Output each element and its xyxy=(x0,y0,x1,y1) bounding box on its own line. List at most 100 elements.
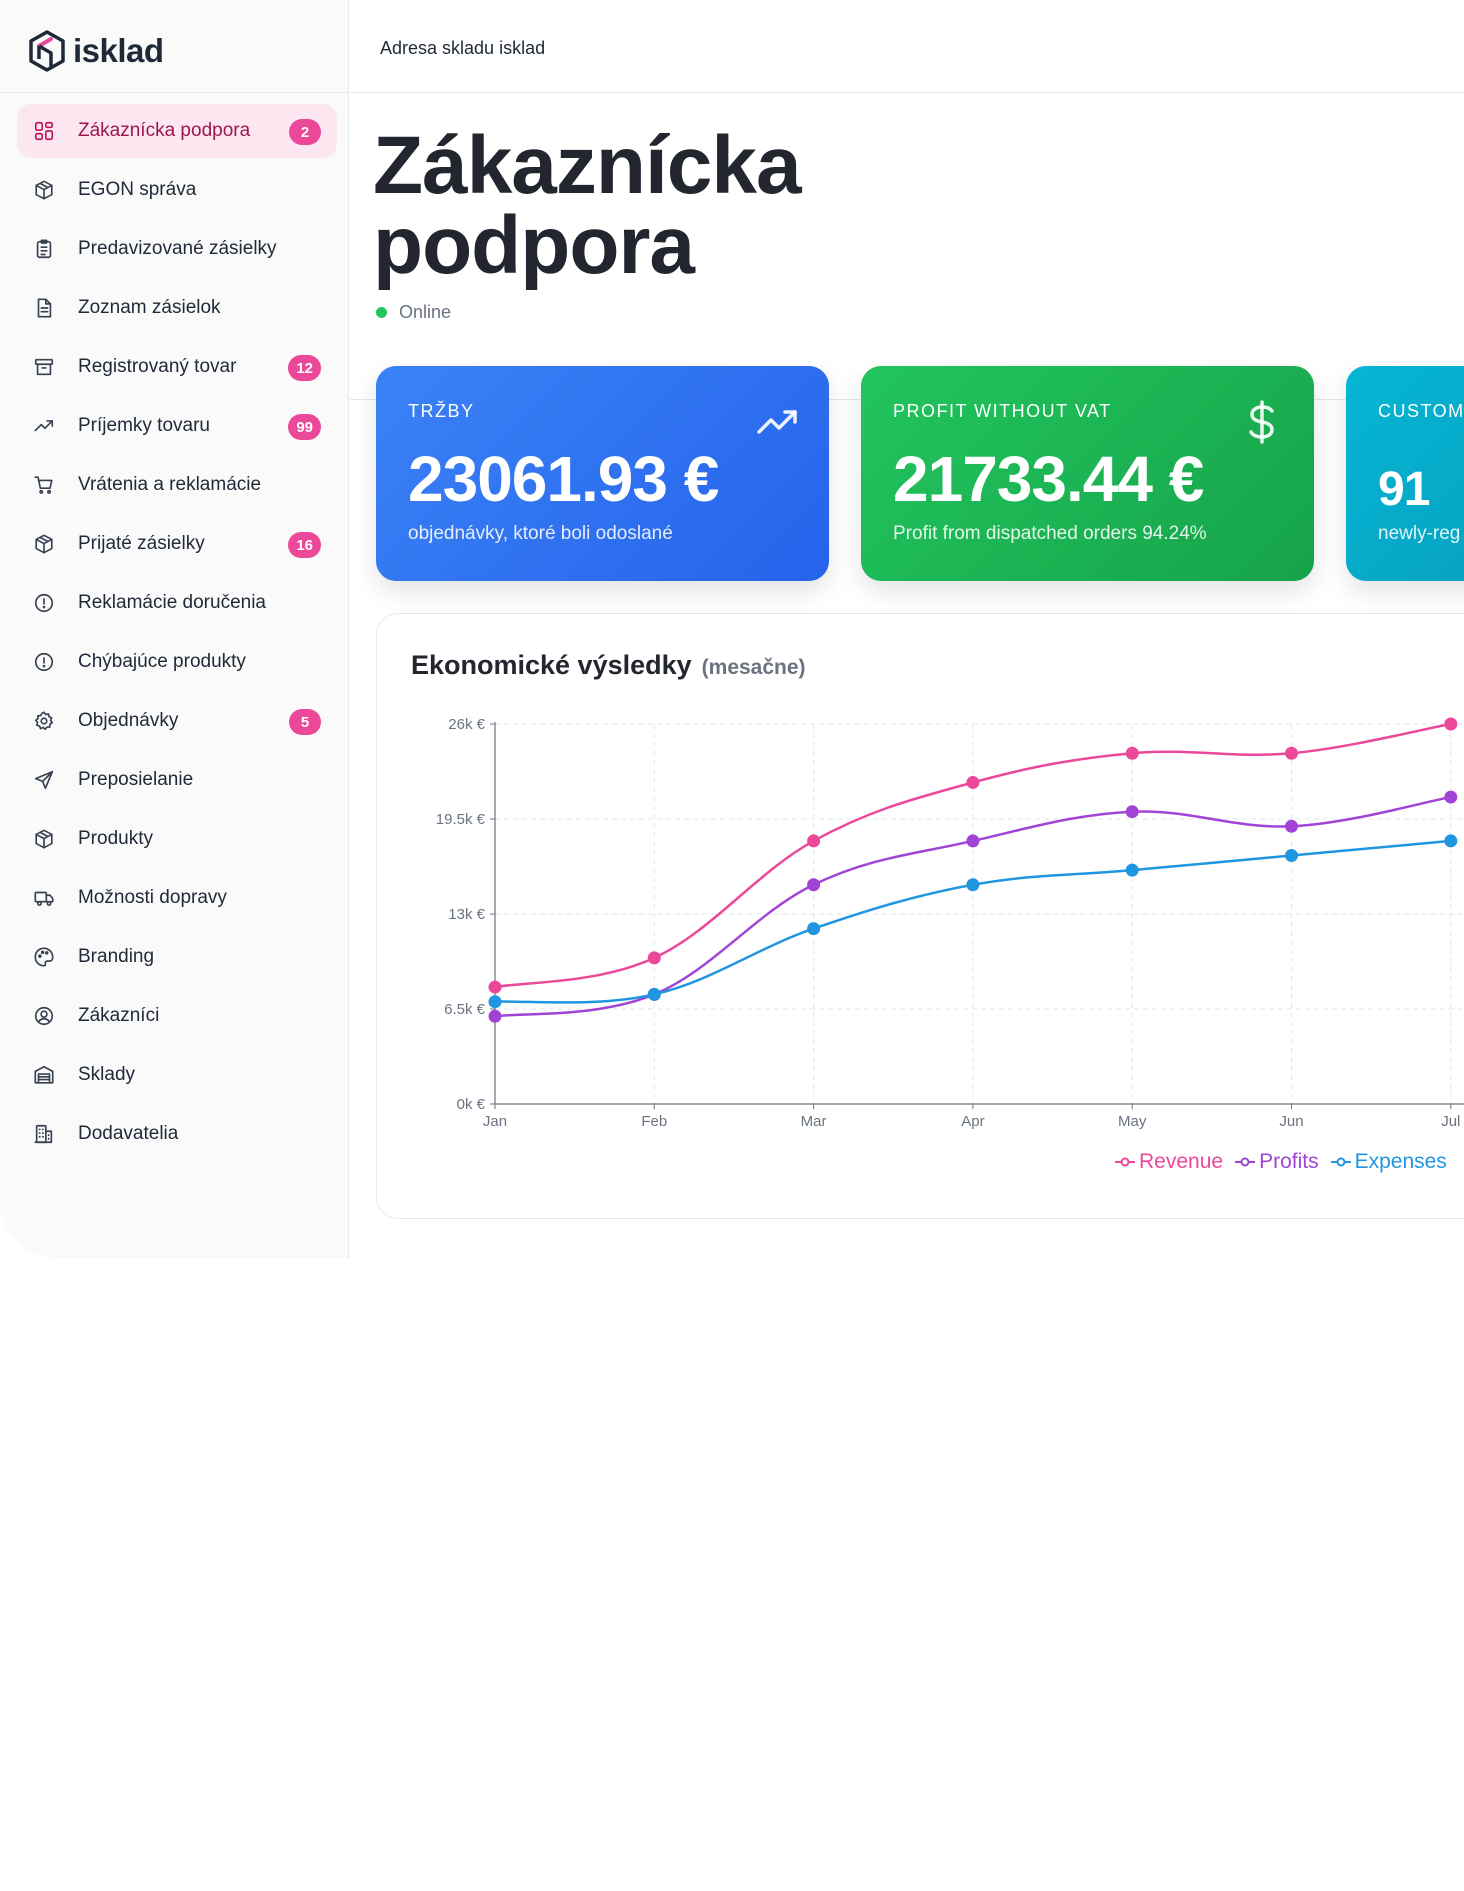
gear-icon xyxy=(32,709,56,733)
stat-card-value: 23061.93 € xyxy=(408,443,719,515)
chart-title-main: Ekonomické výsledky xyxy=(411,650,692,680)
sidebar-item-registrovany-tovar[interactable]: Registrovaný tovar 12 xyxy=(17,340,337,394)
topbar: Adresa skladu isklad xyxy=(350,0,1464,93)
sidebar-item-label: Preposielanie xyxy=(78,769,194,790)
sidebar-item-preposielanie[interactable]: Preposielanie xyxy=(17,753,337,807)
legend-marker-icon xyxy=(1235,1157,1256,1167)
sidebar-item-prijemky-tovaru[interactable]: Príjemky tovaru 99 xyxy=(17,399,337,453)
status-dot xyxy=(376,307,387,318)
data-point-profits xyxy=(1444,790,1458,804)
data-point-expenses xyxy=(1125,863,1139,877)
stat-card-customers[interactable]: CUSTOM 91 newly-reg xyxy=(1346,366,1464,581)
sidebar-item-egon-sprava[interactable]: EGON správa xyxy=(17,163,337,217)
sidebar-item-produkty[interactable]: Produkty xyxy=(17,812,337,866)
dashboard-grid-icon xyxy=(32,119,56,143)
sidebar-item-label: Objednávky xyxy=(78,710,179,731)
stat-card-revenue[interactable]: TRŽBY 23061.93 € objednávky, ktoré boli … xyxy=(376,366,829,581)
x-tick-label: Feb xyxy=(641,1113,667,1130)
sidebar-item-dodavatelia[interactable]: Dodavatelia xyxy=(17,1107,337,1161)
count-badge: 5 xyxy=(289,709,321,735)
send-icon xyxy=(32,768,56,792)
truck-icon xyxy=(32,886,56,910)
y-tick-label: 19.5k € xyxy=(436,811,486,828)
logo[interactable]: isklad xyxy=(27,28,164,74)
sidebar-item-label: Produkty xyxy=(78,828,153,849)
sidebar-item-moznosti-dopravy[interactable]: Možnosti dopravy xyxy=(17,871,337,925)
x-tick-label: Apr xyxy=(961,1113,984,1130)
sidebar-item-label: Predavizované zásielky xyxy=(78,238,277,259)
trending-up-icon xyxy=(32,414,56,438)
legend-item-profits[interactable]: Profits xyxy=(1235,1150,1319,1174)
box-icon xyxy=(32,827,56,851)
data-point-revenue xyxy=(1444,717,1458,731)
data-point-profits xyxy=(807,878,821,892)
legend-label: Profits xyxy=(1259,1150,1319,1173)
data-point-revenue xyxy=(1125,746,1139,760)
warehouse-icon xyxy=(32,1063,56,1087)
data-point-profits xyxy=(1125,805,1139,819)
y-tick-label: 13k € xyxy=(448,906,485,923)
sidebar-item-label: Chýbajúce produkty xyxy=(78,651,246,672)
trending-up-icon xyxy=(757,410,797,434)
sidebar-divider xyxy=(0,92,349,93)
sidebar-item-label: Zoznam zásielok xyxy=(78,297,221,318)
count-badge: 12 xyxy=(288,355,321,381)
x-tick-label: Jun xyxy=(1279,1113,1303,1130)
dollar-icon xyxy=(1249,400,1274,444)
count-badge: 99 xyxy=(288,414,321,440)
sidebar-item-reklamacie-dorucenia[interactable]: Reklamácie doručenia xyxy=(17,576,337,630)
document-icon xyxy=(32,296,56,320)
sidebar-item-label: Možnosti dopravy xyxy=(78,887,227,908)
stat-card-value: 91 xyxy=(1378,463,1430,516)
y-tick-label: 6.5k € xyxy=(444,1001,486,1018)
box-icon xyxy=(32,178,56,202)
data-point-revenue xyxy=(807,834,821,848)
sidebar-item-chybajuce-produkty[interactable]: Chýbajúce produkty xyxy=(17,635,337,689)
page-title: Zákaznícka podpora xyxy=(373,120,802,291)
line-chart: 0k € 6.5k € 13k € 19.5k € 26k € Jan Feb Mar Apr M… xyxy=(436,716,1464,1130)
chart-title: Ekonomické výsledky (mesačne) xyxy=(411,650,806,681)
chart-legend: Revenue Profits Expenses xyxy=(1115,1150,1447,1174)
archive-icon xyxy=(32,355,56,379)
data-point-expenses xyxy=(1285,849,1298,863)
chart-title-subtitle: (mesačne) xyxy=(701,656,806,679)
sidebar-nav: Zákaznícka podpora 2 EGON správa Predavizov… xyxy=(17,104,337,1166)
status-indicator: Online xyxy=(376,302,451,323)
data-point-revenue xyxy=(647,951,661,965)
legend-marker-icon xyxy=(1330,1157,1351,1167)
sidebar-item-branding[interactable]: Branding xyxy=(17,930,337,984)
sidebar-item-prijate-zasielky[interactable]: Prijaté zásielky 16 xyxy=(17,517,337,571)
data-point-expenses xyxy=(807,922,821,936)
sidebar-item-predavizovane-zasielky[interactable]: Predavizované zásielky xyxy=(17,222,337,276)
sidebar-item-label: Branding xyxy=(78,946,155,967)
sidebar-item-label: Zákazníci xyxy=(78,1005,160,1026)
sidebar-item-vratenia-a-reklamacie[interactable]: Vrátenia a reklamácie xyxy=(17,458,337,512)
data-point-expenses xyxy=(647,987,661,1001)
warehouse-address[interactable]: Adresa skladu isklad xyxy=(380,38,546,58)
shopping-cart-icon xyxy=(32,473,56,497)
sidebar-item-sklady[interactable]: Sklady xyxy=(17,1048,337,1102)
sidebar-item-label: Vrátenia a reklamácie xyxy=(78,474,262,495)
stat-card-profit[interactable]: PROFIT WITHOUT VAT 21733.44 € Profit fro… xyxy=(861,366,1314,581)
stat-card-subtitle: Profit from dispatched orders 94.24% xyxy=(893,523,1207,544)
stat-card-value: 21733.44 € xyxy=(893,443,1204,515)
data-point-revenue xyxy=(1285,746,1298,760)
y-tick-label: 26k € xyxy=(448,716,485,733)
count-badge: 16 xyxy=(288,532,321,558)
y-tick-label: 0k € xyxy=(457,1096,486,1113)
user-circle-icon xyxy=(32,1004,56,1028)
sidebar-item-label: Sklady xyxy=(78,1064,136,1085)
legend-item-expenses[interactable]: Expenses xyxy=(1330,1150,1447,1174)
stat-card-subtitle: objednávky, ktoré boli odoslané xyxy=(408,523,673,544)
sidebar-item-zakaznici[interactable]: Zákazníci xyxy=(17,989,337,1043)
building-icon xyxy=(32,1122,56,1146)
data-point-profits xyxy=(1285,819,1298,833)
sidebar-item-label: Prijaté zásielky xyxy=(78,533,205,554)
data-point-expenses xyxy=(966,878,980,892)
stat-card-label: CUSTOM xyxy=(1378,401,1464,421)
sidebar-item-zoznam-zasielok[interactable]: Zoznam zásielok xyxy=(17,281,337,335)
sidebar-item-label: Registrovaný tovar xyxy=(78,356,237,377)
sidebar-item-objednavky[interactable]: Objednávky 5 xyxy=(17,694,337,748)
sidebar-item-zakaznicka-podpora[interactable]: Zákaznícka podpora 2 xyxy=(17,104,337,158)
legend-item-revenue[interactable]: Revenue xyxy=(1115,1150,1223,1174)
